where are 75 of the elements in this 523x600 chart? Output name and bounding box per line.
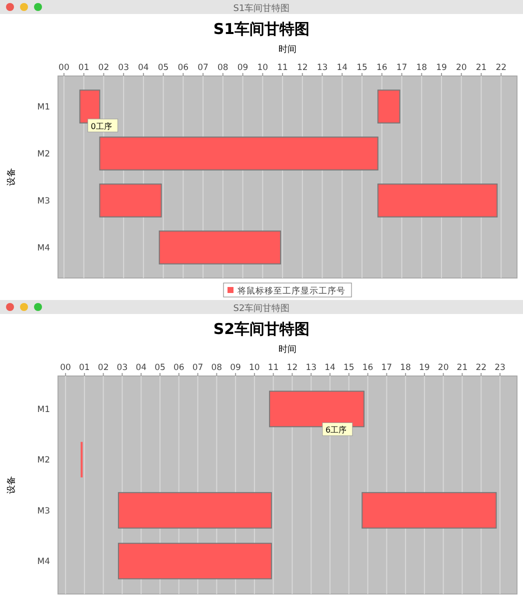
x-tick-label: 16 (376, 63, 388, 73)
x-tick-label: 21 (476, 63, 487, 73)
annotation: 0工序 (90, 122, 112, 131)
x-tick-label: 19 (419, 363, 430, 373)
x-tick-label: 15 (356, 63, 368, 73)
x-tick-label: 07 (192, 363, 204, 373)
chart-title: S2车间甘特图 (213, 320, 310, 338)
x-tick-label: 05 (158, 63, 169, 73)
y-tick-label: M4 (37, 557, 50, 568)
x-tick-label: 08 (211, 363, 222, 373)
y-tick-label: M3 (37, 196, 50, 206)
x-tick-label: 07 (198, 63, 208, 73)
x-tick-label: 02 (98, 63, 110, 73)
x-tick-label: 09 (230, 363, 241, 373)
x-tick-label: 15 (343, 363, 354, 373)
x-tick-label: 05 (154, 363, 166, 373)
x-tick-label: 12 (286, 363, 298, 373)
x-tick-label: 20 (438, 363, 449, 373)
bar (377, 184, 498, 218)
x-tick-label: 17 (396, 63, 408, 73)
x-tick-label: 03 (118, 63, 129, 73)
x-tick-label: 01 (79, 363, 90, 373)
bar (269, 390, 364, 428)
x-tick-label: 23 (494, 363, 506, 373)
x-tick-label: 04 (136, 363, 147, 373)
x-tick-label: 16 (362, 363, 374, 373)
y-axis-title: 设备 (6, 168, 17, 186)
annotation: 6工序 (325, 426, 347, 435)
bar (158, 230, 282, 264)
x-tick-label: 13 (306, 363, 317, 373)
y-tick-label: M3 (37, 506, 50, 516)
bar (118, 542, 272, 580)
x-tick-label: 22 (476, 363, 487, 373)
x-tick-label: 11 (277, 63, 288, 73)
y-axis-title: 设备 (6, 476, 17, 494)
x-tick-label: 14 (336, 63, 348, 73)
legend-label: 将鼠标移至工序显示工序号 (236, 286, 346, 296)
bar (377, 90, 400, 124)
x-axis-title: 时间 (278, 44, 296, 55)
x-tick-label: 11 (268, 363, 279, 373)
x-tick-label: 09 (237, 63, 248, 73)
x-tick-label: 03 (116, 363, 128, 373)
y-tick-label: M1 (37, 404, 50, 415)
y-tick-label: M1 (37, 102, 50, 113)
x-tick-label: 22 (496, 63, 507, 73)
x-tick-label: 18 (400, 363, 411, 373)
bar (99, 136, 378, 170)
x-tick-label: 00 (58, 63, 70, 73)
x-tick-label: 04 (138, 63, 149, 73)
text: S1车间甘特图 (233, 3, 290, 14)
x-tick-label: 10 (257, 63, 268, 73)
text: S2车间甘特图 (233, 303, 290, 314)
x-tick-label: 17 (381, 363, 392, 373)
y-tick-label: M2 (37, 456, 50, 466)
x-tick-label: 01 (78, 63, 90, 73)
x-tick-label: 14 (324, 363, 336, 373)
x-tick-label: 18 (416, 63, 428, 73)
bar (99, 184, 162, 218)
x-tick-label: 12 (296, 63, 308, 73)
x-axis-title: 时间 (278, 344, 296, 355)
x-tick-label: 20 (456, 63, 467, 73)
y-tick-label: M4 (37, 243, 50, 254)
x-tick-label: 06 (173, 363, 184, 373)
x-tick-label: 00 (60, 363, 71, 373)
x-tick-label: 19 (436, 63, 447, 73)
bar (118, 492, 272, 529)
x-tick-label: 10 (249, 363, 260, 373)
bar (362, 492, 497, 529)
x-tick-label: 13 (316, 63, 328, 73)
x-tick-label: 02 (98, 363, 109, 373)
chart-title: S1车间甘特图 (213, 20, 310, 38)
x-tick-label: 21 (456, 363, 468, 373)
x-tick-label: 08 (218, 63, 228, 73)
y-tick-label: M2 (37, 150, 50, 160)
x-tick-label: 06 (178, 63, 189, 73)
